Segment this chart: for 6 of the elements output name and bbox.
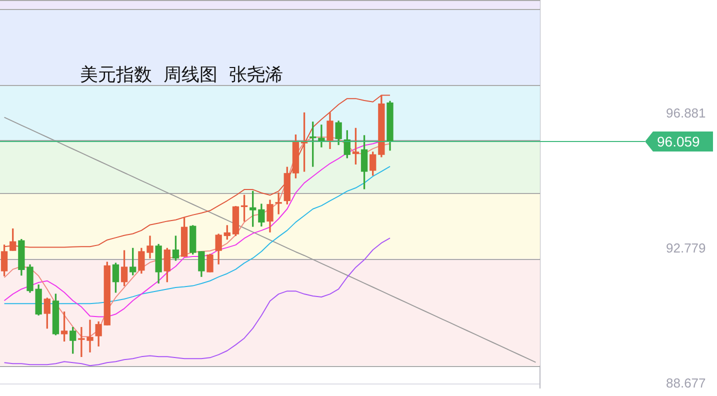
text: 美元指数 周线图 张尧浠 [80, 64, 283, 86]
candlestick [275, 192, 282, 214]
y-tick-label: 96.881 [666, 105, 706, 120]
y-tick-label: 88.677 [666, 376, 706, 391]
ref-line-label: 96.059 [657, 133, 700, 150]
y-tick-label: 92.779 [666, 240, 706, 256]
